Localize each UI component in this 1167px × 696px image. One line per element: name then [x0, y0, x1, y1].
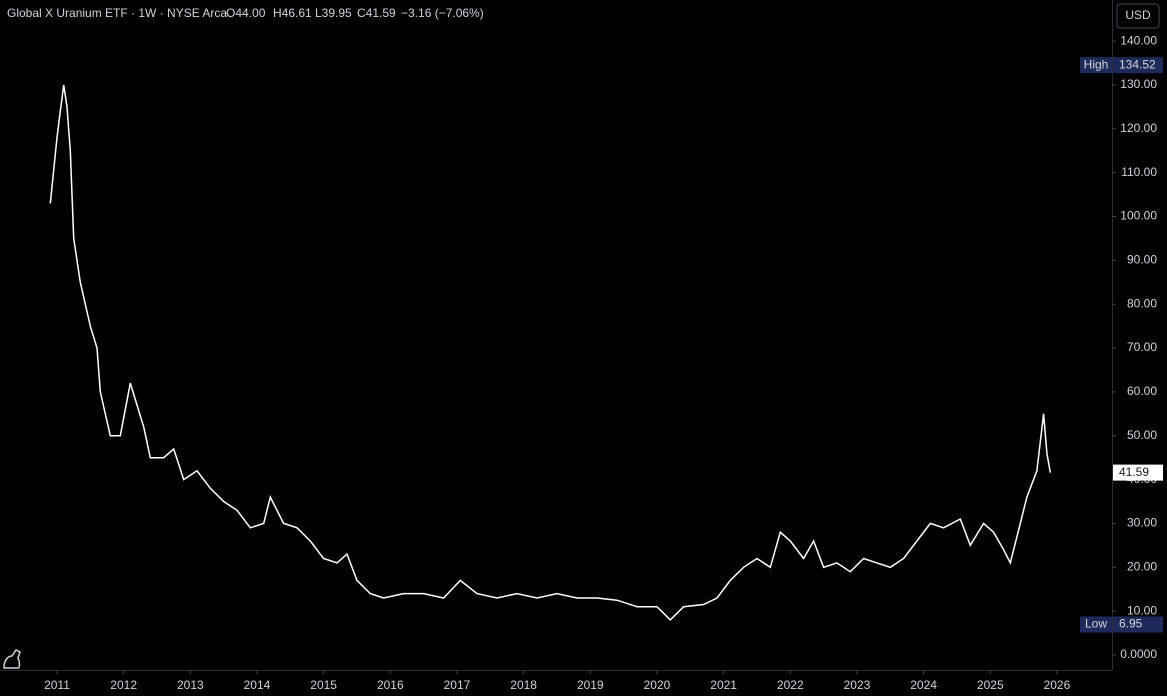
low-value: 6.95 [1119, 617, 1143, 631]
x-tick-label: 2018 [510, 678, 537, 692]
y-tick-label: 110.00 [1121, 165, 1157, 179]
currency[interactable]: USD [1125, 8, 1151, 22]
currency-button[interactable] [1116, 3, 1160, 29]
y-tick-label: 140.00 [1120, 33, 1157, 47]
y-tick-label: 10.00 [1127, 603, 1157, 617]
close: C41.59 [357, 6, 396, 20]
low-label-bg [1080, 616, 1112, 633]
y-tick-label: 100.00 [1120, 209, 1157, 223]
x-tick-label: 2022 [777, 678, 804, 692]
low-value-bg [1113, 616, 1163, 633]
x-tick-label: 2012 [110, 678, 137, 692]
x-tick-label: 2025 [977, 678, 1004, 692]
x-tick-label: 2014 [244, 678, 271, 692]
high-value: 134.52 [1119, 57, 1156, 71]
high: H46.61 [273, 6, 312, 20]
x-tick-label: 2021 [710, 678, 737, 692]
y-tick-label: 130.00 [1120, 77, 1157, 91]
x-tick-label: 2011 [44, 678, 70, 692]
last-value-bg [1113, 464, 1163, 481]
price-line [49, 84, 1052, 621]
y-tick-label: 20.00 [1127, 559, 1157, 573]
x-tick-label: 2015 [310, 678, 337, 692]
high-label-bg [1080, 57, 1112, 74]
x-tick-label: 2013 [177, 678, 204, 692]
low-label: Low [1085, 617, 1107, 631]
last-value: 41.59 [1119, 465, 1149, 479]
y-tick-label: 80.00 [1127, 296, 1157, 310]
y-tick-label: 50.00 [1127, 428, 1157, 442]
x-tick-label: 2024 [910, 678, 937, 692]
x-tick-label: 2023 [844, 678, 871, 692]
y-tick-label: 60.00 [1127, 384, 1157, 398]
x-tick-label: 2017 [444, 678, 471, 692]
high-value-bg [1113, 57, 1163, 74]
logo[interactable] [3, 649, 21, 669]
high-label: High [1084, 57, 1109, 71]
y-tick-label: 30.00 [1127, 516, 1157, 530]
low: L39.95 [315, 6, 352, 20]
y-tick-label: 90.00 [1127, 253, 1157, 267]
header: Global X Uranium ETF · 1W · NYSE Arca O4… [7, 6, 484, 20]
x-tick-label: 2020 [644, 678, 671, 692]
y-tick-label: 70.00 [1127, 340, 1157, 354]
x-tick-label: 2016 [377, 678, 404, 692]
y-tick-label: 0.0000 [1120, 647, 1157, 661]
x-tick-label: 2019 [577, 678, 604, 692]
x-tick-label: 2026 [1044, 678, 1071, 692]
open: O44.00 [226, 6, 266, 20]
symbol-title: Global X Uranium ETF · 1W · NYSE Arca [7, 6, 227, 20]
y-tick-label: 120.00 [1120, 121, 1157, 135]
change: −3.16 (−7.06%) [401, 6, 484, 20]
